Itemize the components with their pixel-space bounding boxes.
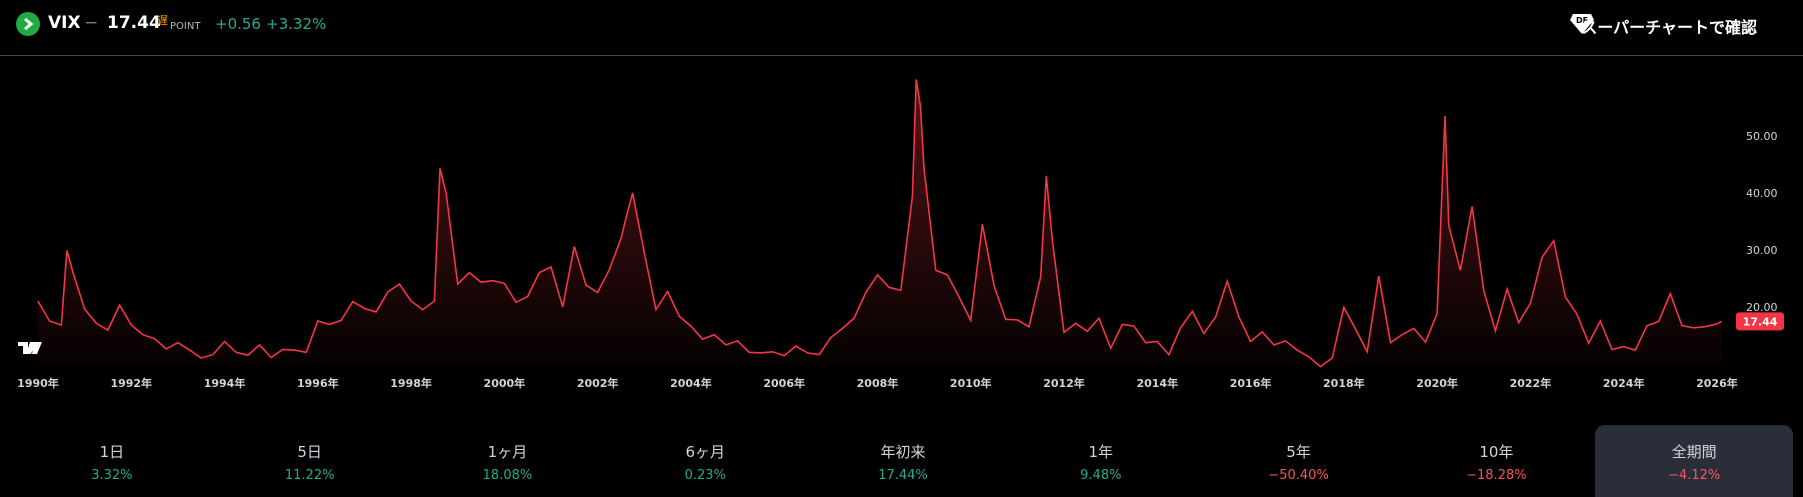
y-tick-label: 20.00 [1746,301,1778,314]
last-value-label: 17.44 [1743,315,1778,328]
period-change: 11.22% [284,468,335,483]
line [37,79,1722,368]
period-label: 全期間 [1671,443,1717,461]
x-tick-label: 1998年 [390,376,432,390]
period-change: −50.40% [1268,468,1329,483]
x-tick-label: 2016年 [1230,376,1272,390]
period-label: 5日 [297,443,322,461]
x-tick-label: 2004年 [670,376,712,390]
period-label: 1ヶ月 [487,443,528,461]
x-tick-label: 2020年 [1416,376,1458,390]
period-cell[interactable]: 5日 11.22% [211,425,409,497]
x-tick-label: 2010年 [950,376,992,390]
area-fill [37,79,1722,367]
cta-icon[interactable]: DE [1569,12,1595,36]
period-list: 1日 3.32% 5日 11.22% 1ヶ月 18.08% 6ヶ月 0.23% 年初来 17.44… [13,425,1794,497]
symbol-icon [16,12,40,36]
symbol[interactable]: VIX [48,13,81,33]
period-change: 9.48% [1080,468,1122,483]
x-tick-label: 2002年 [577,376,619,390]
x-tick-label: 1992年 [110,376,152,390]
x-tick-label: 2022年 [1510,376,1552,390]
price: 17.44 [107,13,161,33]
separator: − [84,13,99,33]
period-change: 0.23% [684,468,726,483]
period-cell[interactable]: 1日 3.32% [13,425,211,497]
period-label: 年初来 [880,443,926,461]
period-label: 1年 [1088,443,1114,461]
change-percent: +3.32% [266,15,327,33]
x-tick-label: 2008年 [857,376,899,390]
period-label: 5年 [1286,443,1311,461]
y-tick-label: 40.00 [1746,187,1778,200]
period-cell[interactable]: 年初来 17.44% [804,425,1002,497]
period-cell[interactable]: 全期間 −4.12% [1595,425,1794,497]
x-tick-label: 2014年 [1136,376,1178,390]
change: +0.56 [215,15,261,33]
period-change: 18.08% [482,468,533,483]
x-tick-label: 1996年 [297,376,339,390]
x-tick-label: 1990年 [17,376,59,390]
period-cell[interactable]: 1年 9.48% [1002,425,1200,497]
y-tick-label: 30.00 [1746,244,1778,257]
x-tick-label: 2024年 [1603,376,1645,390]
y-tick-label: 50.00 [1746,130,1778,143]
period-cell[interactable]: 10年 −18.28% [1397,425,1595,497]
x-tick-label: 2006年 [763,376,805,390]
x-tick-label: 2012年 [1043,376,1085,390]
cta-link[interactable]: スーパーチャートで確認 [1581,18,1757,37]
svg-text:DE: DE [1576,16,1588,25]
x-tick-label: 2026年 [1696,376,1738,390]
x-tick-label: 2000年 [484,376,526,390]
header: VIX − 17.44 遅 POINT +0.56 +3.32% DE スーパー… [0,0,1803,56]
period-label: 6ヶ月 [685,443,725,461]
logo [18,342,42,354]
period-cell[interactable]: 5年 −50.40% [1200,425,1398,497]
period-change: 3.32% [91,468,133,483]
period-cell[interactable]: 6ヶ月 0.23% [606,425,804,497]
period-label: 1日 [99,443,125,461]
x-tick-label: 1994年 [204,376,246,390]
chart: 20.00 30.00 40.00 50.00 1990年 1992年 1994年 1996年… [17,79,1784,390]
period-label: 10年 [1479,443,1514,461]
period-change: −18.28% [1466,468,1527,483]
x-tick-label: 2018年 [1323,376,1365,390]
period-change: 17.44% [878,468,928,483]
delay-badge: 遅 [157,14,168,27]
last-value-box [1736,312,1784,331]
period-cell[interactable]: 1ヶ月 18.08% [409,425,607,497]
unit: POINT [170,21,201,32]
period-change: −4.12% [1668,468,1721,483]
